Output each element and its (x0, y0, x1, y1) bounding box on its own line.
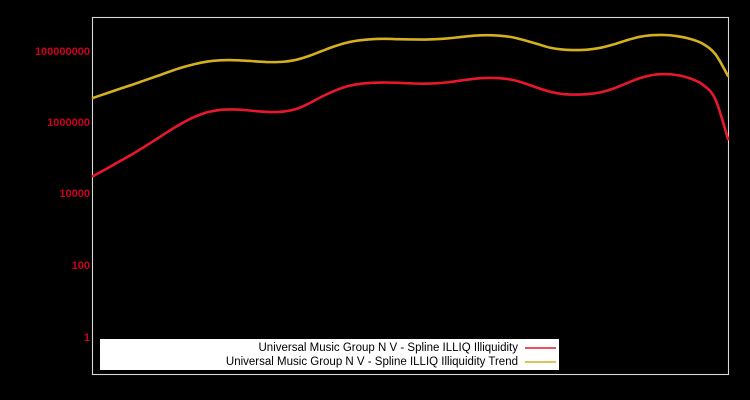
series-line-illiquidity (91, 72, 730, 178)
y-tick-label: 10000 (59, 188, 90, 200)
y-axis-tick-labels: 100000000 1000000 10000 100 1 (35, 46, 90, 344)
y-tick-label: 100 (72, 260, 90, 272)
legend-label-illiquidity-trend: Universal Music Group N V - Spline ILLIQ… (226, 356, 518, 368)
y-tick-label: 1 (84, 332, 90, 344)
plot-area-frame (91, 16, 730, 376)
y-tick-label: 1000000 (47, 117, 90, 129)
y-tick-label: 100000000 (35, 46, 90, 58)
legend-label-illiquidity: Universal Music Group N V - Spline ILLIQ… (259, 342, 519, 354)
chart-legend: Universal Music Group N V - Spline ILLIQ… (99, 338, 560, 371)
legend-background (99, 338, 560, 371)
series-group (91, 33, 730, 178)
series-line-trend (91, 33, 730, 100)
